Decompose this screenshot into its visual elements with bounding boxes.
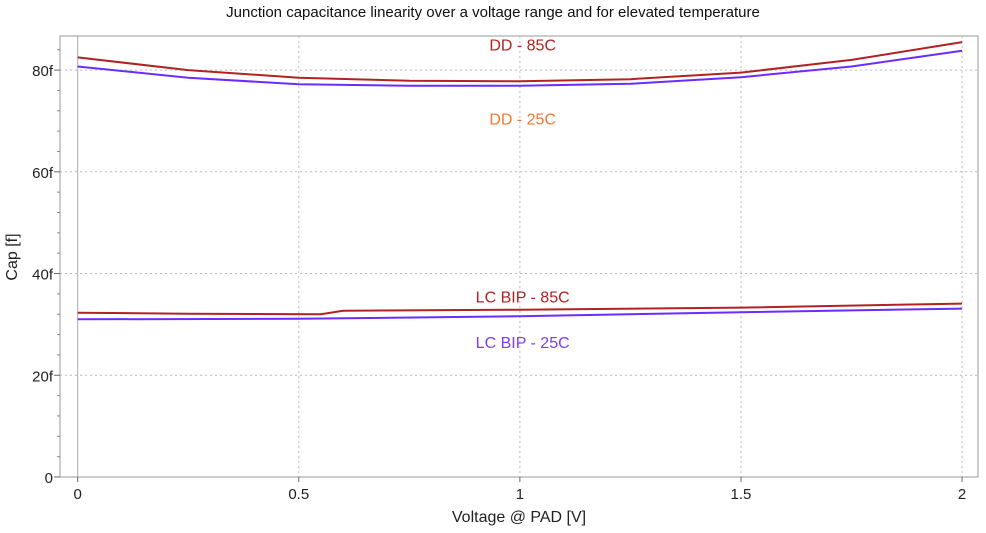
chart-title: Junction capacitance linearity over a vo… bbox=[226, 4, 760, 21]
series-label: DD - 25C bbox=[489, 111, 556, 128]
y-axis-label: Cap [f] bbox=[4, 233, 21, 280]
x-tick-label: 2 bbox=[958, 486, 966, 503]
series-line bbox=[77, 41, 963, 83]
plot-frame bbox=[59, 35, 979, 478]
series-line bbox=[77, 307, 963, 321]
x-axis-label: Voltage @ PAD [V] bbox=[452, 509, 586, 526]
y-tick-label: 20f bbox=[32, 368, 54, 385]
series-line bbox=[77, 49, 963, 87]
y-tick-label: 0 bbox=[45, 470, 53, 487]
x-tick-label: 1.5 bbox=[731, 486, 752, 503]
series-label: LC BIP - 25C bbox=[476, 335, 570, 352]
series-lines bbox=[77, 41, 963, 321]
x-tick-label: 1 bbox=[516, 486, 524, 503]
series-line bbox=[77, 302, 963, 316]
series-labels: DD - 85C DD - 25C LC BIP - 85C LC BIP - 25C bbox=[476, 38, 570, 353]
series-label: DD - 85C bbox=[489, 38, 556, 55]
y-tick-label: 80f bbox=[32, 63, 54, 80]
ticks: 0 0.5 1 1.5 2 0 20f 40f 60f 80f bbox=[32, 49, 966, 503]
series-label: LC BIP - 85C bbox=[476, 289, 570, 306]
x-tick-label: 0 bbox=[74, 486, 82, 503]
y-tick-label: 60f bbox=[32, 165, 54, 182]
x-tick-label: 0.5 bbox=[288, 486, 309, 503]
y-tick-label: 40f bbox=[32, 267, 54, 284]
grid bbox=[60, 36, 978, 477]
